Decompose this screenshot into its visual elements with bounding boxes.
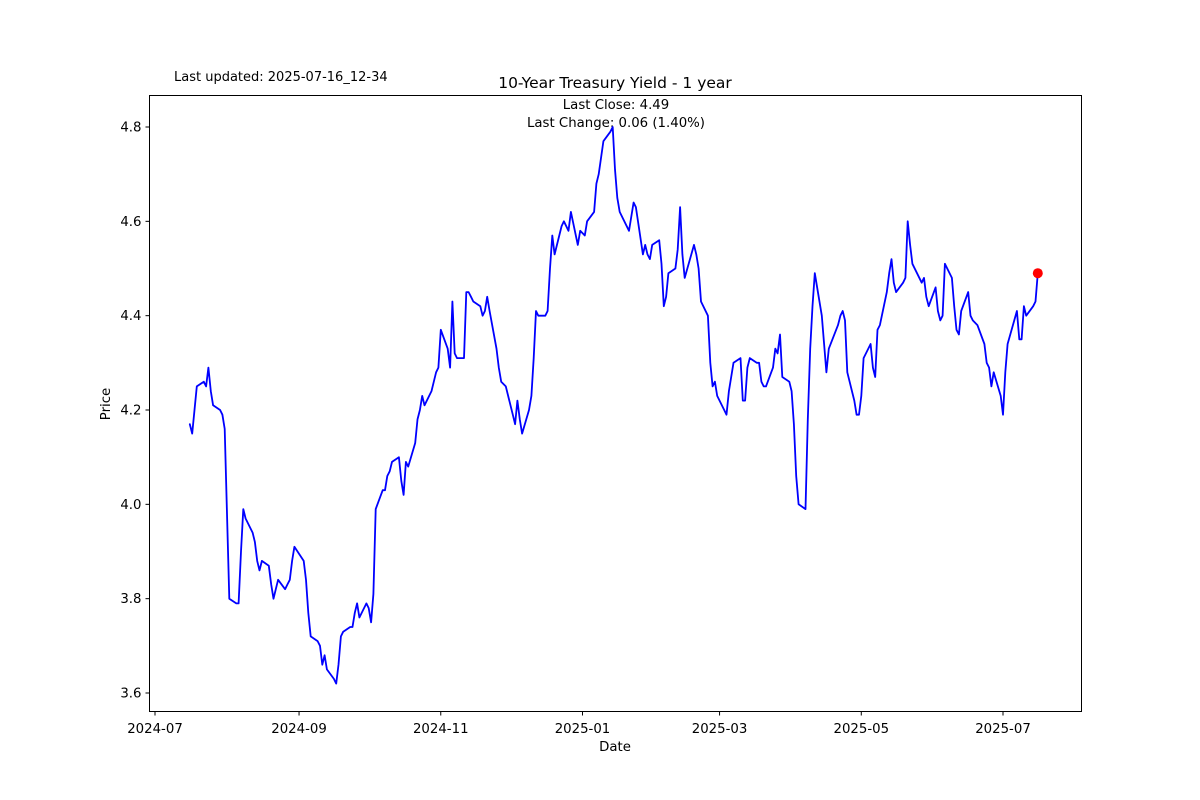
x-tick-label: 2025-03 (692, 722, 748, 737)
y-tick-label: 4.6 (120, 215, 141, 230)
y-axis: 3.6 3.8 4.0 4.2 4.4 4.6 4.8 (120, 121, 150, 702)
x-axis-label: Date (599, 740, 631, 755)
y-axis-label: Price (99, 388, 114, 420)
annotation-last-change: Last Change: 0.06 (1.40%) (527, 116, 705, 131)
price-line (188, 126, 1039, 685)
last-updated-text: Last updated: 2025-07-16_12-34 (174, 70, 388, 85)
x-tick-label: 2024-07 (127, 722, 183, 737)
x-tick-label: 2025-01 (555, 722, 611, 737)
y-tick-label: 4.8 (120, 121, 141, 136)
last-price-marker (1032, 268, 1043, 279)
plot-area-border (149, 95, 1082, 712)
x-tick-label: 2025-07 (975, 722, 1031, 737)
y-tick-label: 4.2 (120, 404, 141, 419)
x-tick-label: 2025-05 (833, 722, 889, 737)
chart-title: 10-Year Treasury Yield - 1 year (498, 74, 732, 92)
y-tick-label: 3.8 (120, 592, 141, 607)
x-tick-label: 2024-09 (271, 722, 327, 737)
y-tick-label: 3.6 (120, 687, 141, 702)
x-axis: 2024-07 2024-09 2024-11 2025-01 2025-03 2025-… (127, 711, 1031, 737)
y-tick-label: 4.0 (120, 498, 141, 513)
annotation-last-close: Last Close: 4.49 (563, 98, 669, 113)
y-tick-label: 4.4 (120, 309, 141, 324)
x-tick-label: 2024-11 (413, 722, 469, 737)
